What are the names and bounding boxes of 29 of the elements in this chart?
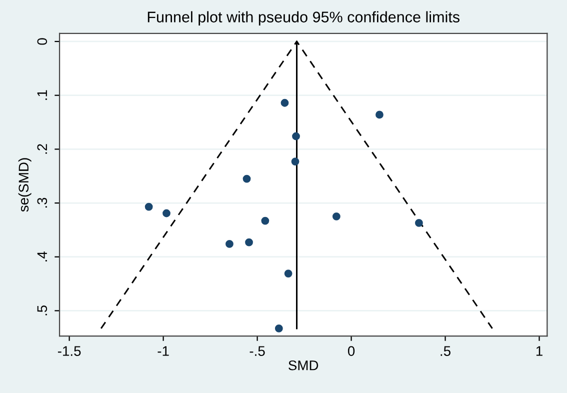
y-tick-label: 0 — [37, 38, 48, 45]
x-tick-label: 1 — [536, 346, 542, 356]
point — [376, 110, 384, 119]
y-tick-label: .4 — [37, 251, 47, 262]
x-tick-label: .5 — [440, 346, 450, 356]
point — [274, 324, 283, 332]
x-tick-label: -1.5 — [58, 346, 81, 356]
point — [226, 240, 234, 248]
point — [291, 158, 300, 166]
point — [245, 238, 253, 246]
y-axis-title: se(SMD) — [18, 158, 32, 212]
y-tick-label: .3 — [37, 198, 48, 208]
y-tick-label: .1 — [37, 90, 47, 100]
point — [415, 218, 423, 227]
point — [280, 98, 289, 107]
y-tick-label: .5 — [37, 306, 48, 316]
point — [292, 132, 300, 140]
x-tick-label: -1 — [158, 346, 169, 356]
point — [261, 216, 270, 225]
point — [332, 212, 340, 220]
x-tick-label: 0 — [348, 346, 355, 356]
chart-title: Funnel plot with pseudo 95% confidence limits — [148, 11, 460, 26]
point — [162, 209, 170, 218]
x-axis-title: SMD — [288, 360, 318, 370]
x-tick-label: -.5 — [250, 346, 265, 356]
point — [144, 202, 153, 211]
point — [242, 174, 251, 183]
y-tick-label: .2 — [37, 144, 47, 154]
point — [284, 270, 292, 278]
